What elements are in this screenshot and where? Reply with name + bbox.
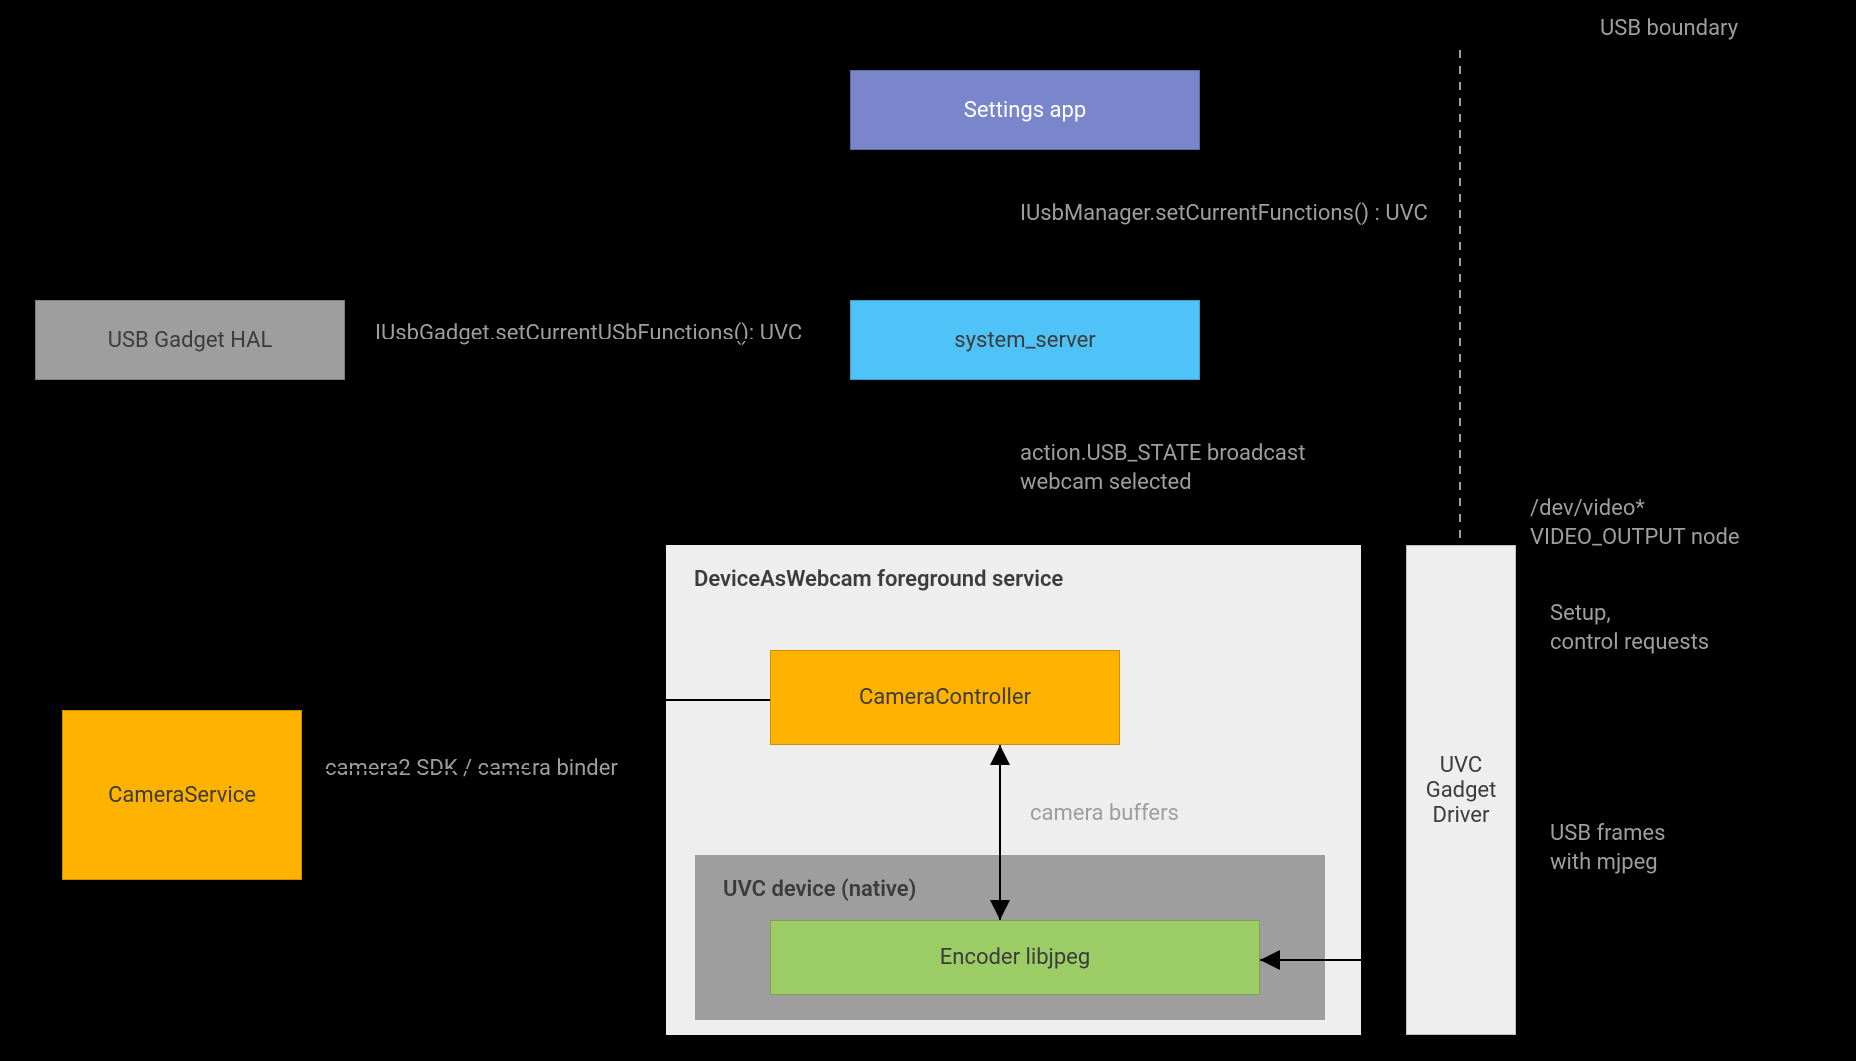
label-usb_state: action.USB_STATE broadcast webcam select… bbox=[1020, 440, 1305, 497]
container-title-foreground_service: DeviceAsWebcam foreground service bbox=[694, 567, 1063, 592]
label-iusb_gadget: IUsbGadget.setCurrentUSbFunctions(): UVC bbox=[375, 320, 802, 349]
node-camera_controller: CameraController bbox=[770, 650, 1120, 745]
label-usb_boundary: USB boundary bbox=[1600, 15, 1738, 44]
label-camera_buffers: camera buffers bbox=[1030, 800, 1179, 829]
node-camera_service: CameraService bbox=[62, 710, 302, 880]
container-title-uvc_device_native: UVC device (native) bbox=[723, 877, 916, 902]
node-system_server: system_server bbox=[850, 300, 1200, 380]
node-uvc_gadget_driver: UVC Gadget Driver bbox=[1406, 545, 1516, 1035]
label-setup_requests: Setup, control requests bbox=[1550, 600, 1709, 657]
node-settings_app: Settings app bbox=[850, 70, 1200, 150]
label-iusb_manager: IUsbManager.setCurrentFunctions() : UVC bbox=[1020, 200, 1428, 229]
label-camera2_sdk: camera2 SDK / camera binder bbox=[325, 755, 618, 784]
node-usb_gadget_hal: USB Gadget HAL bbox=[35, 300, 345, 380]
label-usb_frames: USB frames with mjpeg bbox=[1550, 820, 1665, 877]
node-encoder: Encoder libjpeg bbox=[770, 920, 1260, 995]
label-dev_video: /dev/video* VIDEO_OUTPUT node bbox=[1530, 495, 1740, 552]
